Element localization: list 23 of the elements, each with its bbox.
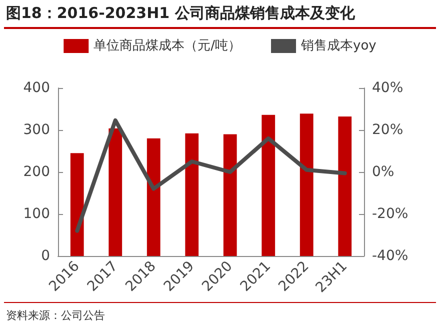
y2-tick-label: 40%: [372, 80, 404, 96]
bar: [300, 114, 314, 256]
y-tick-label: 0: [41, 248, 50, 264]
y2-tick-label: -40%: [372, 248, 408, 264]
chart-title: 图18：2016-2023H1 公司商品煤销售成本及变化: [6, 4, 355, 23]
bar: [262, 114, 276, 256]
y2-tick-label: -20%: [372, 206, 408, 222]
line-series: [75, 118, 347, 233]
bar: [108, 128, 122, 256]
bar: [70, 153, 84, 256]
y2-tick-label: 0%: [372, 164, 394, 180]
y-tick-label: 300: [23, 122, 50, 138]
y-tick-label: 200: [23, 164, 50, 180]
bar: [338, 116, 352, 256]
y2-tick-label: 20%: [372, 122, 404, 138]
bar: [223, 134, 237, 256]
text: 资料来源：公司公告: [6, 308, 105, 323]
y-tick-label: 400: [23, 80, 50, 96]
legend-label: 单位商品煤成本（元/吨）: [94, 38, 242, 54]
legend-label: 销售成本yoy: [300, 38, 377, 54]
y-tick-label: 100: [23, 206, 50, 222]
bar: [146, 138, 160, 256]
bar: [185, 133, 199, 256]
